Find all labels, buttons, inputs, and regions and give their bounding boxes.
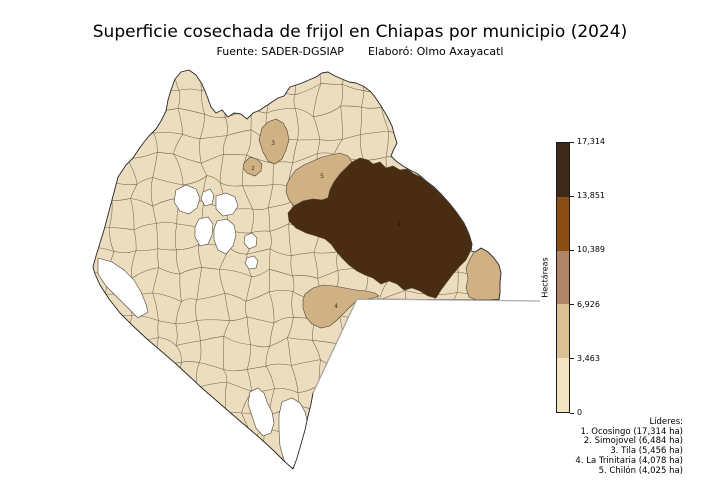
municipality-no-data-center-7 xyxy=(244,255,259,270)
chart-subtitle: Fuente: SADER-DGSIAP Elaboró: Olmo Axaya… xyxy=(0,45,720,58)
colorbar-segment xyxy=(557,143,569,197)
municipality-no-data-center-2 xyxy=(200,188,215,207)
map-label-chilon: 5 xyxy=(320,173,324,180)
colorbar-segment xyxy=(557,304,569,359)
state-outline xyxy=(92,69,502,470)
colorbar-segment xyxy=(557,358,569,412)
colorbar-tick-label: 3,463 xyxy=(577,353,600,363)
colorbar-segment xyxy=(557,250,569,305)
municipality-no-data-center-6 xyxy=(243,232,258,250)
colorbar-tick xyxy=(570,304,574,306)
municipality-ocosingo xyxy=(287,157,473,299)
map-label-ocosingo: 1 xyxy=(397,220,401,228)
chart-title: Superficie cosechada de frijol en Chiapa… xyxy=(92,22,628,42)
border-line-guatemala xyxy=(312,298,541,394)
colorbar-tick xyxy=(570,141,574,143)
map-label-tila: 3 xyxy=(271,140,275,147)
colorbar xyxy=(556,142,570,413)
source-label: Fuente: SADER-DGSIAP xyxy=(216,45,344,58)
colorbar-tick-label: 13,851 xyxy=(577,191,605,201)
map-label-la-trinitaria: 4 xyxy=(334,303,338,310)
leaders-item: 2. Simojovel (6,484 ha) xyxy=(583,436,683,447)
municipality-fills xyxy=(97,118,501,469)
municipality-no-data-south-1 xyxy=(247,387,275,437)
colorbar-axis-label: Hectáreas xyxy=(540,257,550,298)
municipality-no-data-center-4 xyxy=(194,216,214,247)
colorbar-tick-label: 6,926 xyxy=(577,299,600,309)
leaders-item: 3. Tila (5,456 ha) xyxy=(610,446,683,457)
municipality-tila xyxy=(258,118,290,165)
leaders-item: 4. La Trinitaria (4,078 ha) xyxy=(575,455,683,466)
leaders-item: 5. Chilón (4,025 ha) xyxy=(598,465,683,476)
colorbar-tick-label: 17,314 xyxy=(577,137,605,146)
colorbar-tick xyxy=(570,358,574,360)
municipality-no-data-coast-west xyxy=(97,257,149,319)
colorbar-tick xyxy=(570,195,574,197)
colorbar-tick xyxy=(570,249,574,251)
colorbar-tick-label: 10,389 xyxy=(577,245,605,255)
leaders-item: 1. Ocosingo (17,314 ha) xyxy=(580,426,683,437)
municipality-no-data-center-3 xyxy=(215,192,239,217)
municipality-no-data-center-5 xyxy=(213,218,237,255)
colorbar-segment xyxy=(557,196,569,251)
colorbar-tick xyxy=(570,412,574,414)
map-rank-labels: 1 2 3 4 5 xyxy=(251,140,401,310)
map-label-simojovel: 2 xyxy=(251,166,254,172)
leaders-list: Líderes: 1. Ocosingo (17,314 ha) 2. Simoj… xyxy=(575,417,683,476)
municipality-simojovel xyxy=(242,156,263,177)
colorbar-tick-label: 0 xyxy=(577,408,583,417)
credit-label: Elaboró: Olmo Axayacatl xyxy=(367,45,504,58)
municipality-no-data-center-1 xyxy=(173,184,201,215)
leaders-title: Líderes: xyxy=(649,417,683,427)
